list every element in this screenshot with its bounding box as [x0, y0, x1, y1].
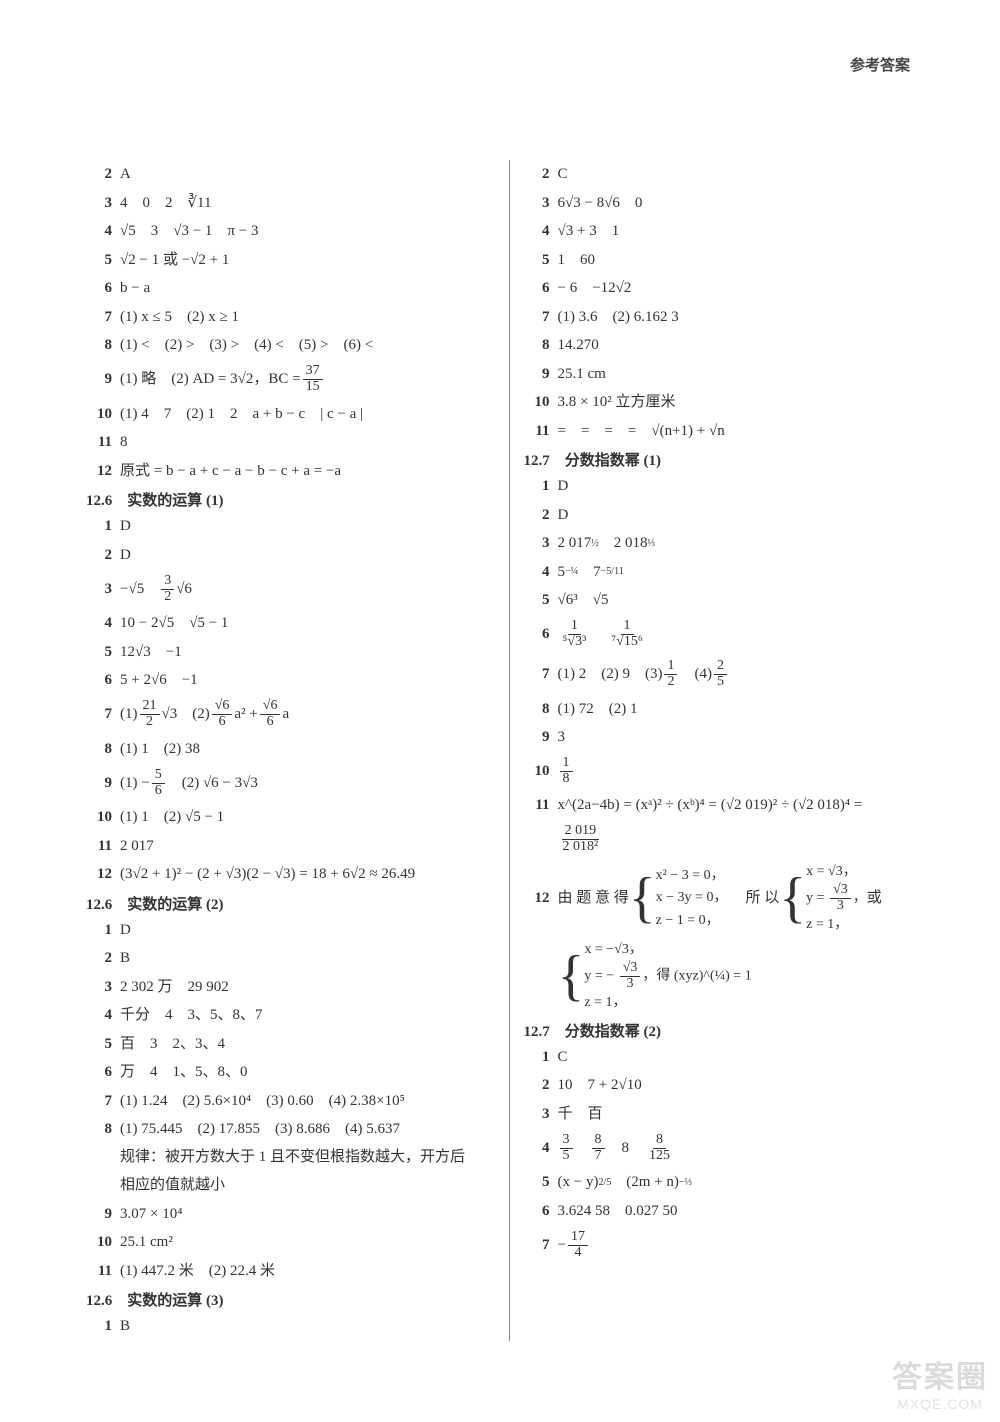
- content-area: 2A 34 0 2 ∛11 4√5 3 √3 − 1 π − 3 5√2 − 1…: [78, 160, 940, 1341]
- page-header: 参考答案: [850, 54, 910, 75]
- section-title: 12.7 分数指数幂 (1): [524, 449, 933, 470]
- answer-line: 7(1) x ≤ 5 (2) x ≥ 1: [86, 303, 495, 332]
- answer-line: 2D: [86, 541, 495, 570]
- answer-line: 65 + 2√6 −1: [86, 666, 495, 695]
- item-number: 2: [86, 160, 112, 189]
- answer-line: 2A: [86, 160, 495, 189]
- answer-line: 1C: [524, 1043, 933, 1072]
- answer-line: 814.270: [524, 331, 933, 360]
- answer-line: 36√3 − 8√6 0: [524, 189, 933, 218]
- answer-line: 5√6³ √5: [524, 586, 933, 615]
- answer-line: 3 −√5 32 √6: [86, 569, 495, 609]
- answer-line: 6b − a: [86, 274, 495, 303]
- answer-line: 8(1) 75.445 (2) 17.855 (3) 8.686 (4) 5.6…: [86, 1115, 495, 1144]
- answer-line: 9 (1) − 56 (2) √6 − 3√3: [86, 763, 495, 803]
- answer-line: 51 60: [524, 246, 933, 275]
- left-column: 2A 34 0 2 ∛11 4√5 3 √3 − 1 π − 3 5√2 − 1…: [78, 160, 510, 1341]
- answer-line: 5百 3 2、3、4: [86, 1030, 495, 1059]
- answer-line: 45−¼ 7−5/11: [524, 558, 933, 587]
- answer-line: 4√3 + 3 1: [524, 217, 933, 246]
- answer-line: 93.07 × 10⁴: [86, 1200, 495, 1229]
- answer-line: 410 − 2√5 √5 − 1: [86, 609, 495, 638]
- answer-line: 10 18: [524, 752, 933, 792]
- equation-system: { x = −√3， y = − √33，得 (xyz)^(¼) = 1 z =…: [558, 939, 752, 1014]
- answer-line: 6万 4 1、5、8、0: [86, 1058, 495, 1087]
- answer-line: 8(1) 1 (2) 38: [86, 735, 495, 764]
- answer-line: 12原式 = b − a + c − a − b − c + a = −a: [86, 457, 495, 486]
- equation-system: { x² − 3 = 0， x − 3y = 0， z − 1 = 0，: [629, 865, 728, 932]
- answer-line: 6 1⁵√3³ 1⁷√15⁶: [524, 615, 933, 655]
- section-title: 12.6 实数的运算 (2): [86, 893, 495, 914]
- answer-line: 7 (1) 212 √3 (2) √66 a² + √66 a: [86, 695, 495, 735]
- answer-line: 1D: [86, 512, 495, 541]
- equation-system: { x = √3， y = √33， z = 1，: [779, 861, 866, 936]
- answer-line: 925.1 cm: [524, 360, 933, 389]
- answer-line: 8(1) < (2) > (3) > (4) < (5) > (6) <: [86, 331, 495, 360]
- answer-continuation: 2 0192 018²: [524, 820, 933, 860]
- answer-line: 32 017½ 2 018⅓: [524, 529, 933, 558]
- answer-line: 12 由 题 意 得 { x² − 3 = 0， x − 3y = 0， z −…: [524, 860, 933, 938]
- answer-line: 5√2 − 1 或 −√2 + 1: [86, 246, 495, 275]
- answer-line: 118: [86, 428, 495, 457]
- answer-line: 5(x − y)2/5 (2m + n)−⅓: [524, 1168, 933, 1197]
- answer-line: 10(1) 1 (2) √5 − 1: [86, 803, 495, 832]
- answer-continuation: { x = −√3， y = − √33，得 (xyz)^(¼) = 1 z =…: [524, 938, 933, 1016]
- answer-line: 12(3√2 + 1)² − (2 + √3)(2 − √3) = 18 + 6…: [86, 860, 495, 889]
- answer-line: 4√5 3 √3 − 1 π − 3: [86, 217, 495, 246]
- answer-line: 3千 百: [524, 1100, 933, 1129]
- answer-line: 34 0 2 ∛11: [86, 189, 495, 218]
- answer-continuation: 相应的值就越小: [86, 1172, 495, 1200]
- right-column: 2C 36√3 − 8√6 0 4√3 + 3 1 51 60 6− 6 −12…: [510, 160, 941, 1341]
- answer-line: 6− 6 −12√2: [524, 274, 933, 303]
- watermark-url: MXQE.COM: [892, 1396, 988, 1412]
- answer-line: 7 (1) 2 (2) 9 (3) 12 (4) 25: [524, 655, 933, 695]
- answer-line: 7(1) 1.24 (2) 5.6×10⁴ (3) 0.60 (4) 2.38×…: [86, 1087, 495, 1116]
- answer-line: 7 − 174: [524, 1225, 933, 1265]
- answer-line: 9 (1) 略 (2) AD = 3√2，BC = 3715: [86, 360, 495, 400]
- fraction: 3715: [303, 364, 323, 394]
- answer-line: 11(1) 447.2 米 (2) 22.4 米: [86, 1257, 495, 1286]
- answer-line: 210 7 + 2√10: [524, 1071, 933, 1100]
- answer-line: 1D: [524, 472, 933, 501]
- answer-line: 7(1) 3.6 (2) 6.162 3: [524, 303, 933, 332]
- answer-line: 2D: [524, 501, 933, 530]
- item-text: A: [120, 160, 131, 189]
- section-title: 12.6 实数的运算 (1): [86, 489, 495, 510]
- answer-line: 4千分 4 3、5、8、7: [86, 1001, 495, 1030]
- answer-line: 1D: [86, 916, 495, 945]
- answer-line: 1B: [86, 1312, 495, 1341]
- watermark-title: 答案圈: [892, 1352, 988, 1396]
- answer-line: 93: [524, 723, 933, 752]
- answer-line: 8(1) 72 (2) 1: [524, 695, 933, 724]
- answer-line: 4 35 87 8 8125: [524, 1128, 933, 1168]
- section-title: 12.6 实数的运算 (3): [86, 1289, 495, 1310]
- answer-line: 2B: [86, 944, 495, 973]
- answer-line: 63.624 58 0.027 50: [524, 1197, 933, 1226]
- section-title: 12.7 分数指数幂 (2): [524, 1020, 933, 1041]
- answer-line: 2C: [524, 160, 933, 189]
- answer-line: 112 017: [86, 832, 495, 861]
- answer-line: 10(1) 4 7 (2) 1 2 a + b − c | c − a |: [86, 400, 495, 429]
- answer-continuation: 规律：被开方数大于 1 且不变但根指数越大，开方后: [86, 1144, 495, 1172]
- watermark: 答案圈 MXQE.COM: [892, 1352, 988, 1412]
- answer-line: 103.8 × 10² 立方厘米: [524, 388, 933, 417]
- answer-line: 1025.1 cm²: [86, 1228, 495, 1257]
- answer-line: 512√3 −1: [86, 638, 495, 667]
- answer-line: 11= = = = √(n+1) + √n: [524, 417, 933, 446]
- answer-line: 11x^(2a−4b) = (xᵃ)² ÷ (xᵇ)⁴ = (√2 019)² …: [524, 792, 933, 820]
- answer-line: 32 302 万 29 902: [86, 973, 495, 1002]
